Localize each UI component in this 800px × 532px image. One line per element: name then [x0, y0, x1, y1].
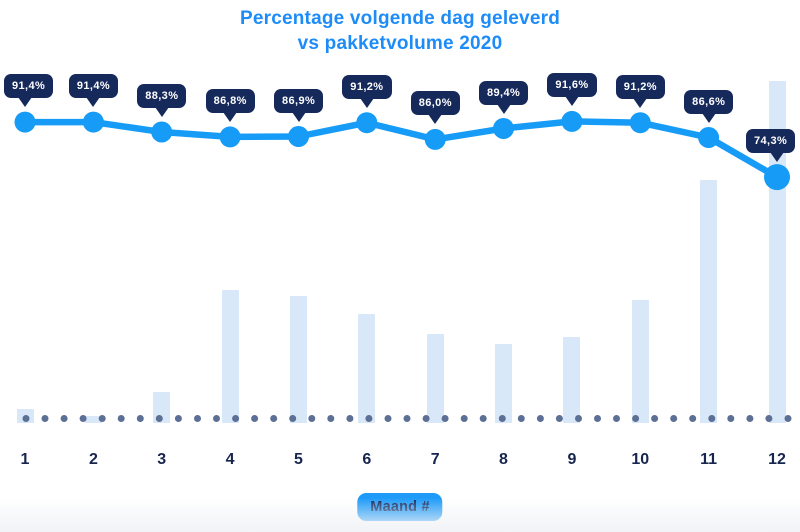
tooltip-tail [86, 97, 101, 108]
line-point-month-7 [424, 128, 446, 150]
footer-fade [0, 498, 800, 532]
volume-bar-month-4 [221, 290, 239, 423]
line-point-month-11 [698, 127, 720, 148]
point-label-month-7: 86,0% [410, 91, 460, 125]
line-point-month-3 [151, 121, 173, 143]
chart-title: Percentage volgende dag geleverd vs pakk… [0, 6, 800, 56]
line-point-month-1 [14, 111, 36, 133]
point-label-month-4: 86,8% [205, 88, 255, 122]
tooltip-tail [154, 107, 169, 117]
x-tick-1: 1 [20, 451, 30, 468]
dotted-baseline [22, 415, 792, 422]
x-tick-12: 12 [768, 451, 786, 468]
x-tick-5: 5 [294, 451, 303, 468]
line-point-month-10 [629, 112, 651, 134]
volume-bar-month-6 [358, 314, 376, 423]
tooltip-tail [701, 112, 716, 123]
x-tick-9: 9 [567, 451, 577, 468]
volume-bar-month-5 [290, 296, 307, 423]
tooltip-tail [633, 97, 648, 108]
x-tick-3: 3 [157, 451, 167, 468]
volume-bar-month-9 [563, 337, 581, 423]
point-label-month-9: 91,6% [547, 73, 597, 107]
tooltip-tail [223, 111, 238, 122]
line-point-month-2 [82, 111, 104, 133]
point-label-month-3: 88,3% [137, 84, 187, 117]
tooltip-tail [291, 111, 306, 122]
tooltip-tail [428, 114, 443, 125]
point-label-month-2: 91,4% [68, 74, 119, 108]
line-point-month-5 [288, 126, 309, 147]
tooltip-tail [564, 96, 579, 107]
chart-title-line2: vs pakketvolume 2020 [297, 33, 503, 54]
point-label-month-1: 91,4% [4, 74, 54, 108]
line-point-month-6 [356, 112, 378, 134]
tooltip-tail [770, 152, 784, 163]
line-point-month-9 [561, 110, 583, 132]
point-label-month-8: 89,4% [479, 80, 529, 114]
point-label-month-6: 91,2% [342, 74, 392, 108]
x-tick-7: 7 [430, 451, 440, 468]
percentage-line [21, 118, 781, 181]
tooltip-tail [359, 97, 374, 108]
volume-bar-month-3 [153, 392, 171, 423]
point-label-month-5: 86,9% [274, 88, 324, 122]
volume-bar-month-7 [426, 334, 444, 423]
line-point-month-12 [764, 164, 790, 191]
volume-bar-month-11 [700, 180, 718, 423]
x-tick-4: 4 [225, 451, 235, 468]
x-tick-11: 11 [700, 451, 718, 468]
x-tick-8: 8 [499, 451, 508, 468]
chart-title-line1: Percentage volgende dag geleverd [239, 8, 560, 29]
x-tick-10: 10 [631, 451, 650, 468]
x-tick-2: 2 [88, 451, 98, 468]
line-point-month-4 [219, 126, 241, 148]
volume-bar-month-8 [495, 344, 512, 423]
volume-bar-month-10 [631, 300, 649, 423]
line-point-month-8 [493, 118, 514, 139]
x-tick-6: 6 [362, 451, 372, 468]
point-label-month-12: 74,3% [746, 129, 796, 163]
point-label-month-10: 91,2% [615, 74, 665, 108]
tooltip-tail [496, 103, 511, 114]
volume-bar-month-2 [84, 416, 102, 423]
tooltip-tail [18, 97, 32, 108]
point-label-month-11: 86,6% [684, 89, 734, 123]
